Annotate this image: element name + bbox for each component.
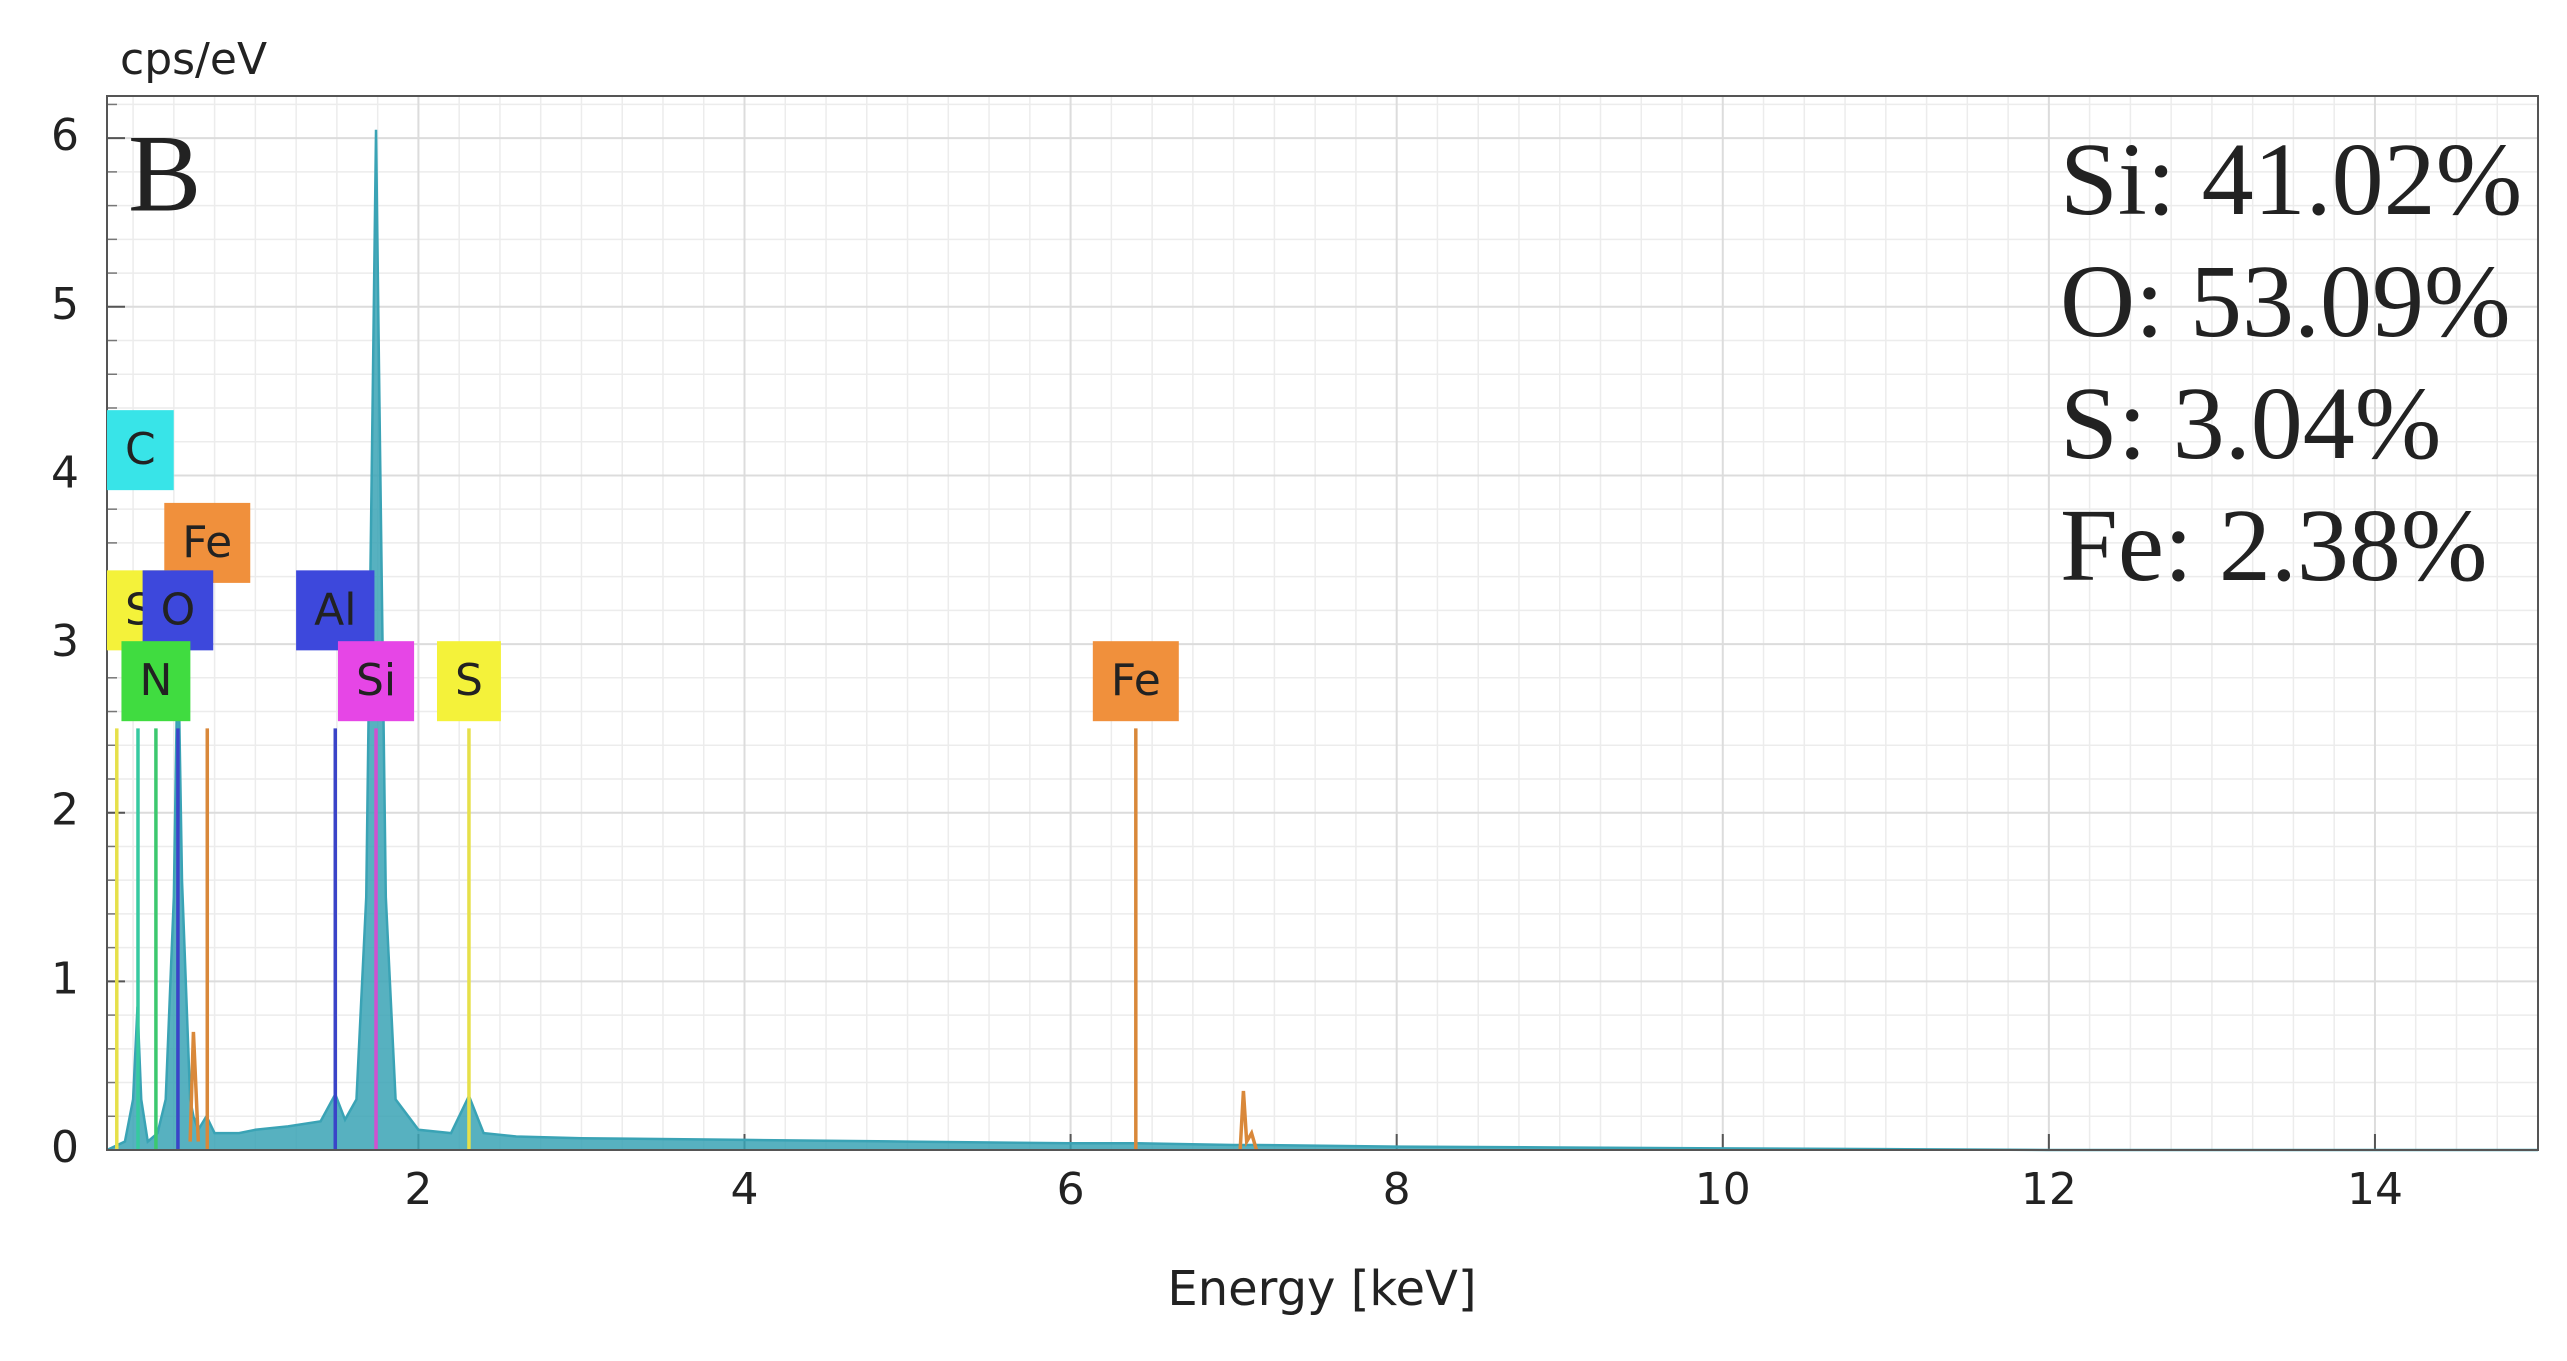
y-tick-label: 0 [51,1122,79,1173]
y-tick-label: 2 [51,785,79,836]
element-label: N [139,655,172,706]
element-label: O [161,584,196,635]
panel-label: B [128,112,201,234]
y-tick-label: 6 [51,110,79,161]
y-axis-label: cps/eV [120,34,267,85]
annotations: Si: 41.02%O: 53.09%S: 3.04%Fe: 2.38% [2060,122,2522,603]
y-tick-label: 1 [51,953,79,1004]
composition-label: O: 53.09% [2060,244,2511,359]
x-tick-label: 10 [1695,1164,1751,1215]
composition-label: Fe: 2.38% [2060,488,2488,603]
spectrum-line [1238,1090,1259,1151]
element-label-box [142,570,214,651]
y-tick-label: 4 [51,447,79,498]
x-tick-label: 4 [731,1164,759,1215]
spectrum-line [188,1031,201,1142]
element-label-box [1092,641,1179,722]
element-label-box [107,410,174,491]
element-label: Al [314,584,356,635]
composition-label: Si: 41.02% [2060,122,2522,237]
marks [106,129,2538,1152]
element-label-box [121,641,191,722]
element-label: Fe [1111,655,1161,706]
element-label: Si [356,655,396,706]
x-tick-label: 14 [2347,1164,2403,1215]
element-label: Fe [182,517,232,568]
x-axis-label: Energy [keV] [1167,1261,1476,1317]
element-label: S [455,655,483,706]
x-tick-label: 12 [2021,1164,2077,1215]
composition-label: S: 3.04% [2060,366,2441,481]
x-tick-label: 6 [1057,1164,1085,1215]
x-tick-label: 2 [404,1164,432,1215]
y-tick-label: 3 [51,616,79,667]
element-label-box [296,570,375,651]
element-label: C [125,424,156,475]
x-tick-label: 8 [1383,1164,1411,1215]
plot-area [107,96,2538,1150]
y-tick-label: 5 [51,279,79,330]
element-label-box [164,502,251,583]
element-label-box [337,641,415,722]
element-label-box [436,641,501,722]
